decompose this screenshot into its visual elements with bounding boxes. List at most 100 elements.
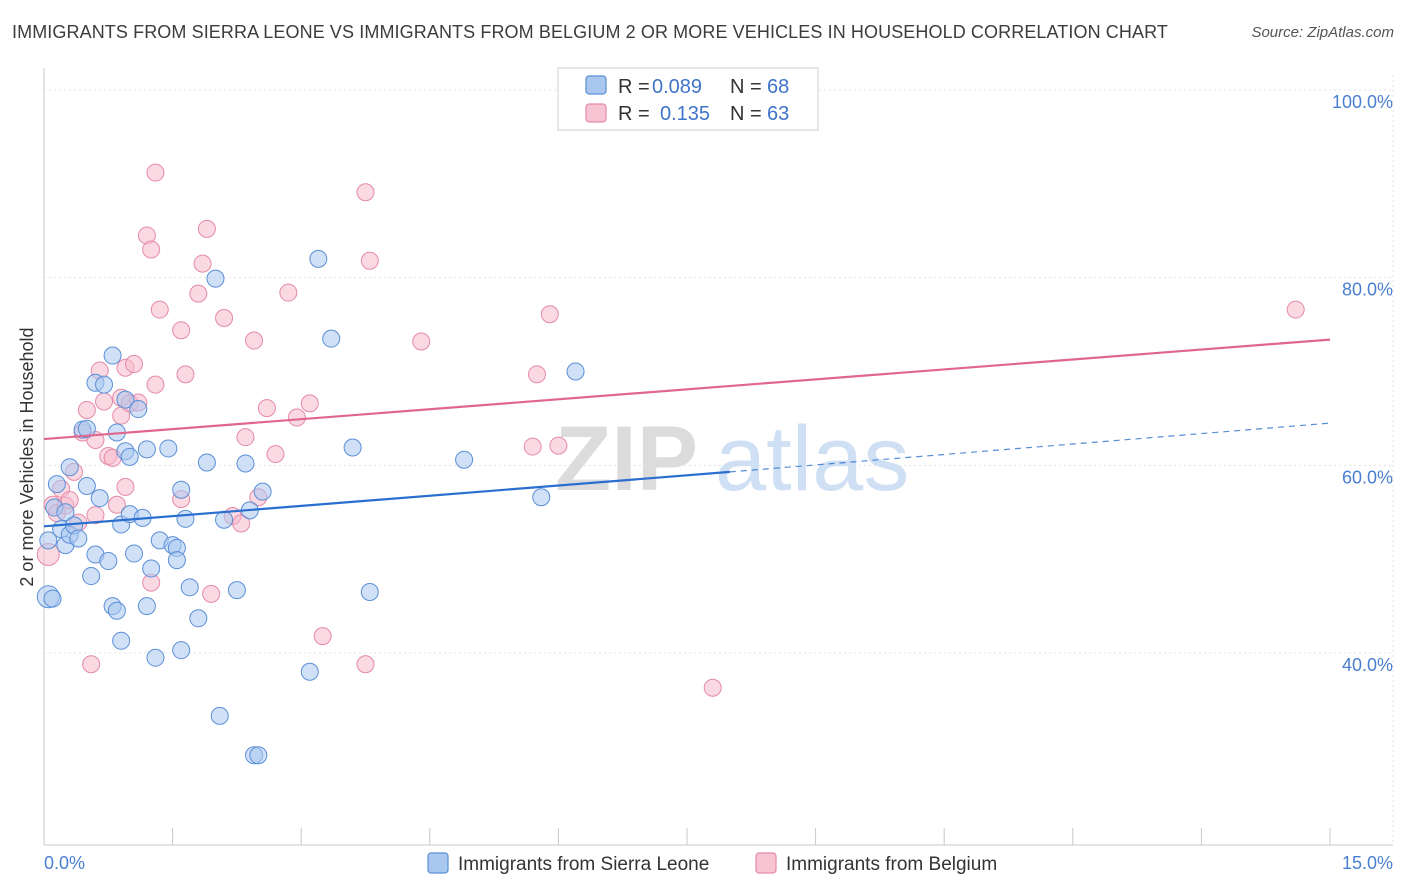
belgium-point	[236, 428, 255, 447]
belgium-point	[150, 300, 169, 319]
sierra-leone-trend-extension	[729, 422, 1331, 473]
belgium-point	[279, 283, 298, 302]
sierra-leone-point	[39, 531, 58, 550]
watermark-zip: ZIP	[555, 408, 698, 510]
bottom-legend-swatch-pink	[755, 852, 777, 874]
belgium-point	[107, 495, 126, 514]
y-tick-label: 40.0%	[1342, 655, 1393, 675]
belgium-point	[202, 584, 221, 603]
sierra-leone-point	[146, 648, 165, 667]
trend-lines	[43, 338, 1331, 528]
sierra-leone-point	[343, 438, 362, 457]
legend-n-value-pink: 63	[767, 103, 789, 125]
sierra-leone-point	[137, 440, 156, 459]
sierra-leone-point	[77, 419, 96, 438]
y-tick-label: 60.0%	[1342, 467, 1393, 487]
belgium-point	[245, 331, 264, 350]
sierra-leone-point	[172, 480, 191, 499]
sierra-leone-point	[90, 489, 109, 508]
sierra-leone-point	[197, 453, 216, 472]
belgium-point	[125, 354, 144, 373]
belgium-trend-line	[43, 338, 1331, 441]
sierra-leone-point	[142, 559, 161, 578]
belgium-point	[146, 163, 165, 182]
sierra-leone-point	[120, 447, 139, 466]
sierra-leone-point	[300, 662, 319, 681]
sierra-leone-point	[215, 510, 234, 529]
sierra-leone-point	[95, 375, 114, 394]
sierra-leone-point	[360, 583, 379, 602]
belgium-point	[412, 332, 431, 351]
sierra-leone-point	[532, 488, 551, 507]
bottom-legend-label-pink: Immigrants from Belgium	[786, 854, 997, 875]
belgium-point	[313, 627, 332, 646]
sierra-leone-point	[253, 482, 272, 501]
sierra-leone-point	[227, 581, 246, 600]
sierra-leone-point	[43, 589, 62, 608]
belgium-point	[300, 394, 319, 413]
belgium-point	[197, 219, 216, 238]
sierra-leone-point	[107, 601, 126, 620]
sierra-leone-point	[99, 552, 118, 571]
belgium-point	[356, 183, 375, 202]
y-tick-label: 100.0%	[1332, 92, 1393, 112]
sierra-leone-point	[309, 249, 328, 268]
axis-layer: 40.0% 60.0% 80.0% 100.0%	[43, 68, 1393, 846]
belgium-point	[193, 254, 212, 273]
belgium-point	[287, 408, 306, 427]
sierra-leone-point	[137, 597, 156, 616]
legend-n-value-blue: 68	[767, 76, 789, 98]
y-tick-label: 80.0%	[1342, 280, 1393, 300]
belgium-point	[360, 251, 379, 270]
sierra-leone-point	[566, 362, 585, 381]
sierra-leone-point	[77, 476, 96, 495]
belgium-point	[82, 655, 101, 674]
legend-r-label-pink: R =	[618, 103, 650, 125]
source-label: Source: ZipAtlas.com	[1251, 24, 1394, 41]
belgium-point	[266, 445, 285, 464]
sierra-leone-point	[103, 346, 122, 365]
sierra-leone-point	[172, 641, 191, 660]
sierra-leone-point	[82, 567, 101, 586]
bottom-legend-label-blue: Immigrants from Sierra Leone	[458, 854, 709, 875]
series-sierra-leone-points	[36, 249, 585, 765]
legend-n-label-blue: N =	[730, 76, 762, 98]
grid-layer	[44, 75, 1394, 845]
belgium-point	[142, 240, 161, 259]
belgium-point	[356, 655, 375, 674]
legend-swatch-pink	[585, 103, 607, 123]
sierra-leone-trend-line	[43, 470, 730, 528]
belgium-point	[215, 309, 234, 328]
belgium-point	[257, 399, 276, 418]
sierra-leone-point	[129, 400, 148, 419]
sierra-leone-point	[167, 551, 186, 570]
belgium-point	[1286, 300, 1305, 319]
sierra-leone-point	[249, 746, 268, 765]
x-tick-label-min: 0.0%	[44, 853, 85, 873]
chart-title: IMMIGRANTS FROM SIERRA LEONE VS IMMIGRAN…	[12, 22, 1168, 42]
sierra-leone-point	[56, 503, 75, 522]
belgium-point	[116, 477, 135, 496]
legend-swatch-blue	[585, 75, 607, 95]
sierra-leone-point	[455, 450, 474, 469]
belgium-point	[549, 436, 568, 455]
bottom-legend: Immigrants from Sierra Leone Immigrants …	[427, 852, 997, 875]
legend-r-value-blue: 0.089	[652, 76, 702, 98]
belgium-point	[86, 506, 105, 525]
belgium-point	[523, 437, 542, 456]
bottom-legend-swatch-blue	[427, 852, 449, 874]
belgium-point	[146, 375, 165, 394]
sierra-leone-point	[206, 269, 225, 288]
watermark-atlas: atlas	[715, 408, 909, 510]
sierra-leone-point	[159, 439, 178, 458]
belgium-point	[189, 284, 208, 303]
sierra-leone-point	[60, 458, 79, 477]
belgium-point	[172, 321, 191, 340]
sierra-leone-point	[116, 390, 135, 409]
belgium-point	[703, 678, 722, 697]
belgium-point	[77, 400, 96, 419]
belgium-point	[540, 305, 559, 324]
sierra-leone-point	[69, 529, 88, 548]
legend-n-label-pink: N =	[730, 103, 762, 125]
